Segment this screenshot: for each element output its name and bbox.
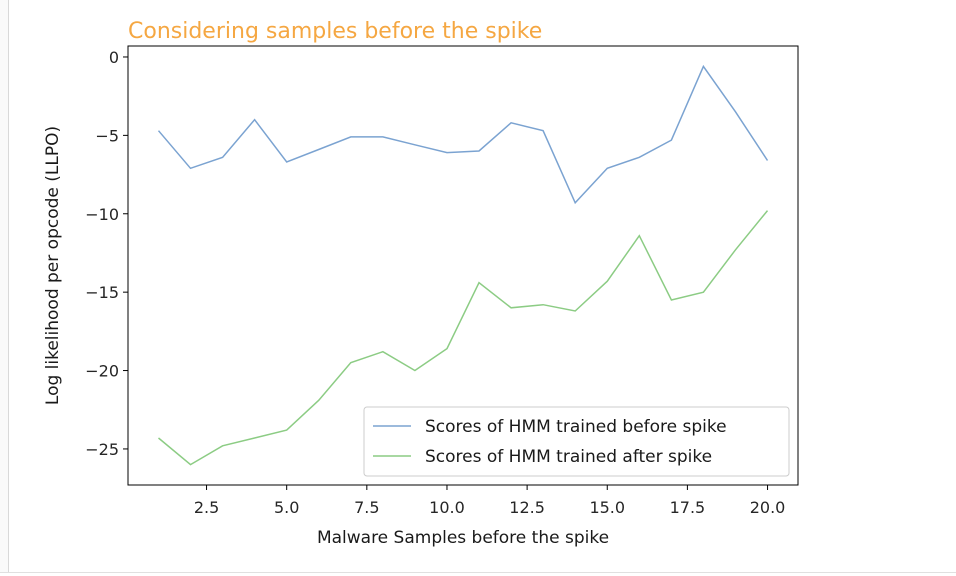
x-tick-label: 7.5 xyxy=(354,498,379,517)
y-tick-label: −15 xyxy=(85,283,119,302)
chart-title: Considering samples before the spike xyxy=(128,19,542,44)
y-tick-label: −5 xyxy=(95,126,119,145)
series-line-before-spike xyxy=(157,64,769,205)
x-axis-label: Malware Samples before the spike xyxy=(317,528,609,548)
x-tick-label: 10.0 xyxy=(429,498,465,517)
y-axis-label: Log likelihood per opcode (LLPO) xyxy=(43,126,63,405)
plot-lines xyxy=(157,64,769,466)
x-tick-label: 2.5 xyxy=(194,498,219,517)
y-tick-label: 0 xyxy=(109,48,119,67)
x-tick-label: 15.0 xyxy=(589,498,625,517)
y-axis-ticks: 0 −5 −10 −15 −20 −25 xyxy=(85,48,128,459)
legend: Scores of HMM trained before spike Score… xyxy=(363,406,790,477)
y-tick-label: −25 xyxy=(85,440,119,459)
x-axis-ticks: 2.5 5.0 7.5 10.0 12.5 15.0 17.5 20.0 xyxy=(194,485,786,517)
x-tick-label: 5.0 xyxy=(274,498,299,517)
legend-box xyxy=(363,406,790,477)
legend-label-before-spike: Scores of HMM trained before spike xyxy=(425,417,727,437)
x-tick-label: 20.0 xyxy=(750,498,786,517)
x-tick-label: 17.5 xyxy=(670,498,706,517)
y-tick-label: −20 xyxy=(85,362,119,381)
y-tick-label: −10 xyxy=(85,205,119,224)
x-tick-label: 12.5 xyxy=(509,498,545,517)
cell-bottom-edge xyxy=(0,572,956,573)
series-line-after-spike xyxy=(158,210,769,466)
legend-label-after-spike: Scores of HMM trained after spike xyxy=(425,447,712,467)
plot-frame xyxy=(127,45,799,486)
